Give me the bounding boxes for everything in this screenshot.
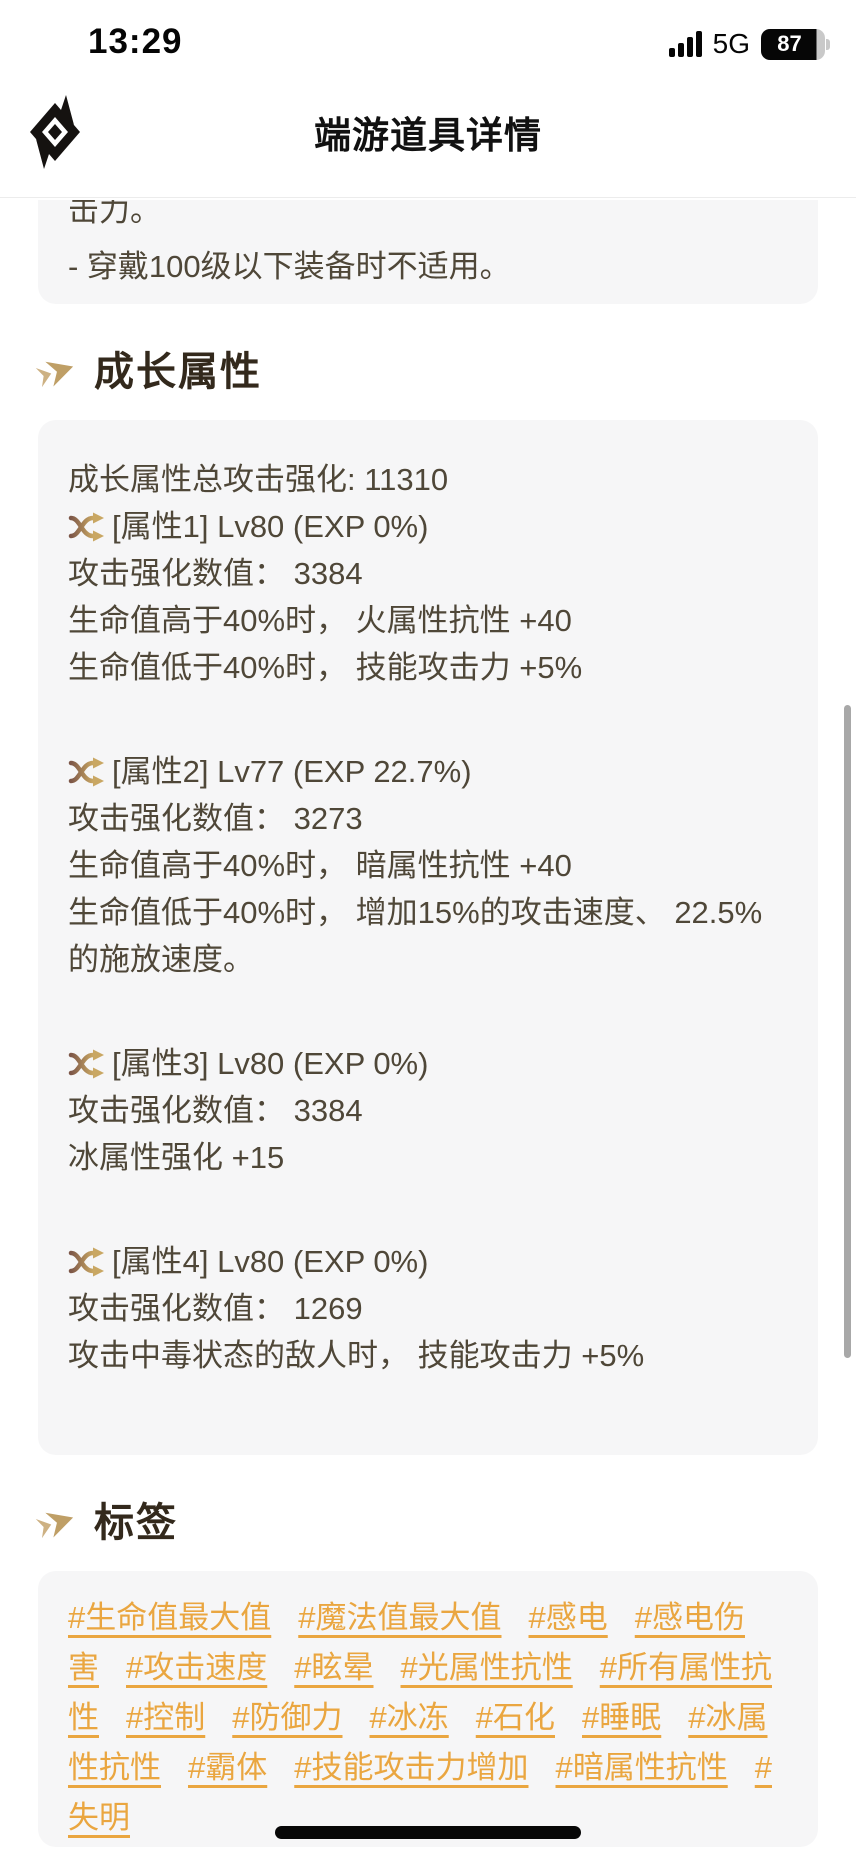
home-indicator[interactable] xyxy=(275,1826,581,1839)
tag-link[interactable]: #睡眠 xyxy=(582,1700,662,1735)
battery-cap xyxy=(826,38,830,50)
attribute-group-header: [属性3] Lv80 (EXP 0%) xyxy=(68,1040,788,1087)
attribute-group-3: [属性3] Lv80 (EXP 0%) 攻击强化数值： 3384 冰属性强化 +… xyxy=(68,1040,788,1181)
attribute-line: 生命值高于40%时， 火属性抗性 +40 xyxy=(68,603,572,638)
page-title: 端游道具详情 xyxy=(314,115,542,156)
item-description-card: 击力。 - 穿戴100级以下装备时不适用。 xyxy=(38,200,818,304)
attribute-group-header: [属性1] Lv80 (EXP 0%) xyxy=(68,503,788,550)
shuffle-icon xyxy=(68,511,110,543)
attribute-line: 生命值低于40%时， 增加15%的攻击速度、 22.5%的施放速度。 xyxy=(68,895,763,977)
tag-link[interactable]: #石化 xyxy=(475,1700,555,1735)
tag-link[interactable]: #暗属性抗性 xyxy=(555,1750,728,1785)
attribute-line: 攻击中毒状态的敌人时， 技能攻击力 +5% xyxy=(68,1338,645,1373)
section-title-tags: 标签 xyxy=(94,1501,178,1545)
scroll-content[interactable]: 击力。 - 穿戴100级以下装备时不适用。 成长属性 成长属性总攻击强化: 11… xyxy=(0,200,856,1847)
tag-link[interactable]: #控制 xyxy=(126,1700,206,1735)
total-attack-line: 成长属性总攻击强化: 11310 xyxy=(68,462,449,497)
tag-link[interactable]: #感电 xyxy=(528,1600,608,1635)
tag-link[interactable]: #冰属性抗性 xyxy=(68,1700,768,1785)
tag-link[interactable]: #魔法值最大值 xyxy=(298,1600,502,1635)
cellular-signal-icon xyxy=(668,31,702,57)
tag-link[interactable]: #防御力 xyxy=(232,1700,343,1735)
tag-link[interactable]: #技能攻击力增加 xyxy=(294,1750,529,1785)
status-bar: 13:29 5G 87 xyxy=(0,0,856,85)
shuffle-icon xyxy=(68,756,110,788)
attribute-header-text: [属性1] Lv80 (EXP 0%) xyxy=(112,509,429,544)
attribute-header-text: [属性3] Lv80 (EXP 0%) xyxy=(112,1046,429,1081)
attribute-header-text: [属性4] Lv80 (EXP 0%) xyxy=(112,1244,429,1279)
status-indicators: 5G 87 xyxy=(668,28,830,60)
attribute-header-text: [属性2] Lv77 (EXP 22.7%) xyxy=(112,754,472,789)
diamond-logo-icon[interactable] xyxy=(22,93,88,171)
tag-link[interactable]: #霸体 xyxy=(188,1750,268,1785)
attribute-line: 攻击强化数值： 3384 xyxy=(68,556,363,591)
attribute-line: 攻击强化数值： 3384 xyxy=(68,1093,363,1128)
attribute-group-2: [属性2] Lv77 (EXP 22.7%) 攻击强化数值： 3273 生命值高… xyxy=(68,748,788,983)
attribute-line: 生命值高于40%时， 暗属性抗性 +40 xyxy=(68,848,572,883)
network-type-label: 5G xyxy=(712,28,750,59)
section-title-growth: 成长属性 xyxy=(94,350,262,394)
section-header-growth: 成长属性 xyxy=(34,348,856,396)
app-header: 端游道具详情 xyxy=(0,85,856,198)
attribute-group-1: [属性1] Lv80 (EXP 0%) 攻击强化数值： 3384 生命值高于40… xyxy=(68,503,788,691)
gold-arrow-icon xyxy=(34,1501,78,1545)
status-time: 13:29 xyxy=(88,22,183,61)
tag-link[interactable]: #生命值最大值 xyxy=(68,1600,272,1635)
tag-link[interactable]: #眩晕 xyxy=(294,1650,374,1685)
shuffle-icon xyxy=(68,1246,110,1278)
gold-arrow-icon xyxy=(34,350,78,394)
attribute-group-header: [属性2] Lv77 (EXP 22.7%) xyxy=(68,748,788,795)
attribute-line: 冰属性强化 +15 xyxy=(68,1140,285,1175)
section-header-tags: 标签 xyxy=(34,1499,856,1547)
tag-link[interactable]: #所有属性抗性 xyxy=(68,1650,772,1735)
battery-percent: 87 xyxy=(777,31,802,56)
attribute-line: 攻击强化数值： 1269 xyxy=(68,1291,363,1326)
battery-icon: 87 xyxy=(761,28,830,60)
tag-link[interactable]: #冰冻 xyxy=(369,1700,449,1735)
shuffle-icon xyxy=(68,1048,110,1080)
description-line: - 穿戴100级以下装备时不适用。 xyxy=(68,249,511,284)
scrollbar[interactable] xyxy=(844,705,851,1358)
tags-card: #生命值最大值 #魔法值最大值 #感电 #感电伤害 #攻击速度 #眩晕 #光属性抗性 #所有属… xyxy=(38,1571,818,1847)
attribute-line: 攻击强化数值： 3273 xyxy=(68,801,363,836)
tag-link[interactable]: #攻击速度 xyxy=(126,1650,268,1685)
growth-attributes-card: 成长属性总攻击强化: 11310 [属性1] Lv80 (EXP 0%) xyxy=(38,420,818,1455)
attribute-group-4: [属性4] Lv80 (EXP 0%) 攻击强化数值： 1269 攻击中毒状态的… xyxy=(68,1238,788,1379)
description-line: 击力。 xyxy=(68,200,161,228)
tag-link[interactable]: #感电伤害 xyxy=(68,1600,745,1685)
tag-link[interactable]: #失明 xyxy=(68,1750,772,1835)
attribute-line: 生命值低于40%时， 技能攻击力 +5% xyxy=(68,650,583,685)
attribute-group-header: [属性4] Lv80 (EXP 0%) xyxy=(68,1238,788,1285)
tag-link[interactable]: #光属性抗性 xyxy=(400,1650,573,1685)
